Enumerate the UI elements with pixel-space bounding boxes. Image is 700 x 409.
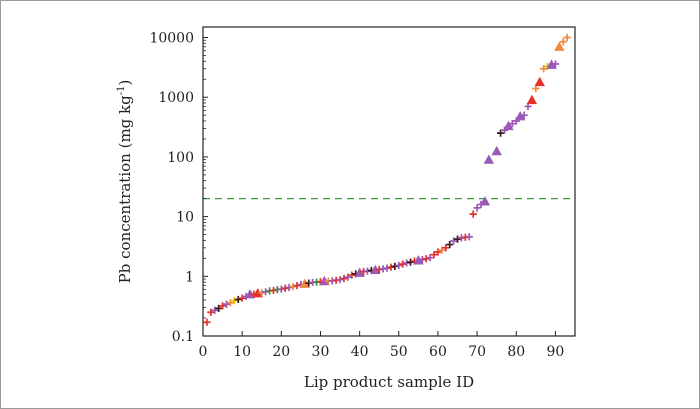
data-point-plus bbox=[230, 297, 238, 305]
data-point-plus bbox=[340, 274, 348, 283]
data-point-plus bbox=[559, 38, 567, 46]
data-point-plus bbox=[497, 129, 505, 137]
data-point-triangle bbox=[244, 289, 256, 299]
data-point-triangle bbox=[413, 255, 424, 265]
data-point-plus bbox=[269, 286, 278, 295]
data-point-plus bbox=[473, 204, 481, 212]
data-point-plus bbox=[336, 276, 344, 284]
data-point-triangle bbox=[299, 278, 311, 288]
y-axis-title: Pb concentration (mg kg-1) bbox=[116, 80, 134, 284]
data-point-plus bbox=[222, 300, 231, 308]
data-point-plus bbox=[540, 65, 548, 73]
y-axis-title-close: ) bbox=[116, 80, 134, 86]
data-point-plus bbox=[399, 260, 407, 268]
data-point-plus bbox=[289, 283, 297, 291]
data-point-triangle bbox=[546, 59, 557, 69]
data-point-plus bbox=[395, 261, 403, 270]
y-tick-label: 1000 bbox=[158, 90, 194, 106]
data-point-plus bbox=[207, 308, 215, 316]
x-tick-label: 70 bbox=[468, 344, 486, 360]
data-point-plus bbox=[226, 299, 235, 307]
data-point-triangle bbox=[526, 94, 538, 105]
data-point-plus bbox=[430, 251, 438, 259]
data-point-plus bbox=[387, 263, 395, 271]
data-point-plus bbox=[293, 281, 301, 290]
x-tick-label: 20 bbox=[272, 344, 290, 360]
x-tick-label: 30 bbox=[312, 344, 330, 360]
data-point-triangle bbox=[483, 154, 495, 164]
y-axis-title-superscript: -1 bbox=[116, 86, 127, 96]
data-point-plus bbox=[426, 254, 434, 262]
data-point-plus bbox=[258, 289, 266, 297]
x-tick-label: 60 bbox=[429, 344, 447, 360]
data-point-plus bbox=[434, 248, 442, 256]
data-point-plus bbox=[403, 259, 411, 267]
x-tick-label: 90 bbox=[547, 344, 565, 360]
data-point-plus bbox=[422, 255, 430, 263]
axis-ticks: 0 10 20 30 40 50 60 70 80 90 0.1 1 10 100 1000 10000 bbox=[149, 31, 564, 360]
x-tick-label: 0 bbox=[199, 344, 208, 360]
data-point-plus bbox=[465, 233, 473, 241]
data-point-plus bbox=[234, 295, 242, 304]
data-point-plus bbox=[348, 271, 356, 279]
plot-border bbox=[202, 26, 576, 337]
data-point-plus bbox=[442, 244, 450, 252]
data-point-plus bbox=[469, 210, 477, 218]
data-point-plus bbox=[203, 318, 211, 326]
data-point-plus bbox=[520, 111, 528, 119]
data-point-plus bbox=[438, 246, 446, 254]
data-point-plus bbox=[238, 294, 246, 302]
data-point-triangle bbox=[370, 264, 381, 275]
data-point-triangle bbox=[479, 196, 491, 206]
data-point-triangle bbox=[491, 145, 502, 156]
y-tick-label: 1 bbox=[185, 269, 194, 285]
x-tick-label: 10 bbox=[233, 344, 251, 360]
data-point-plus bbox=[418, 256, 426, 264]
data-point-plus bbox=[391, 262, 399, 270]
x-tick-label: 80 bbox=[507, 344, 525, 360]
data-point-plus bbox=[446, 240, 454, 249]
data-point-triangle bbox=[534, 76, 545, 87]
data-point-triangle bbox=[354, 267, 365, 277]
data-point-triangle bbox=[554, 41, 565, 51]
data-point-plus bbox=[551, 60, 560, 68]
data-point-plus bbox=[563, 33, 571, 42]
y-tick-label: 100 bbox=[167, 150, 194, 166]
data-point-triangle bbox=[503, 120, 514, 131]
data-point-plus bbox=[211, 306, 219, 314]
data-points bbox=[203, 33, 571, 326]
data-point-plus bbox=[218, 302, 227, 310]
data-point-plus bbox=[215, 304, 223, 312]
plot-area bbox=[202, 26, 576, 337]
data-point-triangle bbox=[252, 288, 264, 298]
data-point-plus bbox=[450, 237, 458, 245]
data-point-plus bbox=[344, 273, 352, 281]
data-point-triangle bbox=[319, 275, 330, 286]
y-tick-label: 10000 bbox=[149, 31, 194, 47]
data-point-plus bbox=[383, 264, 391, 272]
x-tick-label: 50 bbox=[390, 344, 408, 360]
data-point-plus bbox=[508, 120, 516, 128]
data-point-plus bbox=[262, 288, 270, 296]
y-axis-title-main: Pb concentration (mg kg bbox=[116, 95, 134, 283]
x-tick-label: 40 bbox=[351, 344, 369, 360]
data-point-plus bbox=[406, 258, 415, 266]
data-point-triangle bbox=[514, 111, 526, 121]
y-tick-label: 10 bbox=[176, 210, 194, 226]
data-point-plus bbox=[453, 235, 462, 243]
y-tick-label: 0.1 bbox=[172, 329, 194, 345]
x-axis-title: Lip product sample ID bbox=[304, 373, 474, 391]
